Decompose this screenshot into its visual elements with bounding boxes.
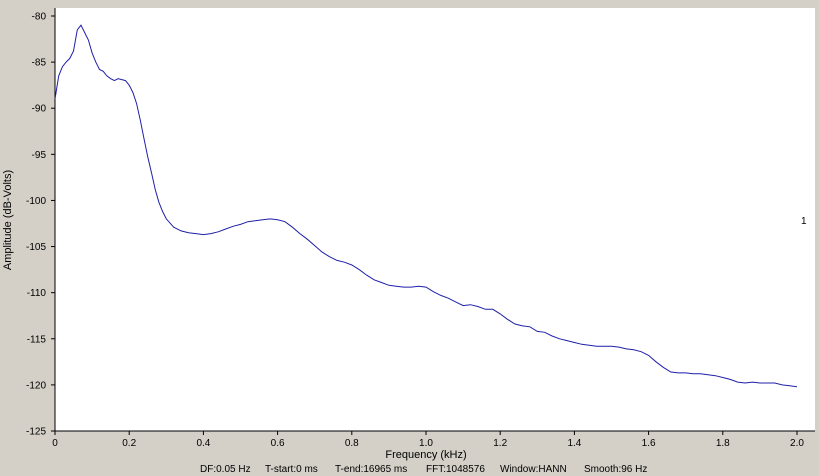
y-tick-label: -100 <box>26 196 46 207</box>
y-tick-label: -105 <box>26 242 46 253</box>
x-axis-title: Frequency (kHz) <box>385 449 466 461</box>
footer-df: DF:0.05 Hz <box>200 464 251 475</box>
series-label: 1 <box>801 216 807 227</box>
x-tick-label: 0 <box>52 438 58 449</box>
plot-background <box>55 8 815 431</box>
x-tick-label: 1.8 <box>716 438 730 449</box>
x-tick-label: 0.2 <box>122 438 136 449</box>
series-line <box>54 24 798 388</box>
y-axis: -80 -85 -90 -95 -100 -105 -110 -115 -120 -125 <box>26 8 56 438</box>
x-tick-label: 2.0 <box>790 438 804 449</box>
x-tick-label: 1.0 <box>419 438 433 449</box>
y-tick-label: -110 <box>27 288 47 299</box>
footer-fft: FFT:1048576 <box>426 464 485 475</box>
x-tick-label: 0.8 <box>345 438 359 449</box>
footer-t-start: T-start:0 ms <box>265 464 318 475</box>
footer-t-end: T-end:16965 ms <box>335 464 407 475</box>
y-tick-label: -85 <box>32 58 47 69</box>
y-tick-label: -120 <box>26 380 46 391</box>
y-tick-label: -115 <box>27 334 47 345</box>
y-tick-label: -125 <box>26 427 46 438</box>
footer-info: DF:0.05 Hz T-start:0 ms T-end:16965 ms F… <box>200 464 647 475</box>
y-tick-label: -80 <box>32 12 47 23</box>
x-tick-label: 0.6 <box>271 438 285 449</box>
x-axis: 0 0.2 0.4 0.6 0.8 1.0 1.2 1.4 1.6 1.8 2.0 <box>52 430 815 449</box>
footer-window: Window:HANN <box>500 464 567 475</box>
y-axis-title: Amplitude (dB-Volts) <box>2 170 14 270</box>
x-tick-label: 1.4 <box>567 438 581 449</box>
x-tick-label: 0.4 <box>196 438 210 449</box>
y-tick-label: -90 <box>32 104 47 115</box>
footer-smooth: Smooth:96 Hz <box>584 464 647 475</box>
y-tick-label: -95 <box>32 150 47 161</box>
x-tick-label: 1.6 <box>642 438 656 449</box>
x-tick-label: 1.2 <box>493 438 507 449</box>
